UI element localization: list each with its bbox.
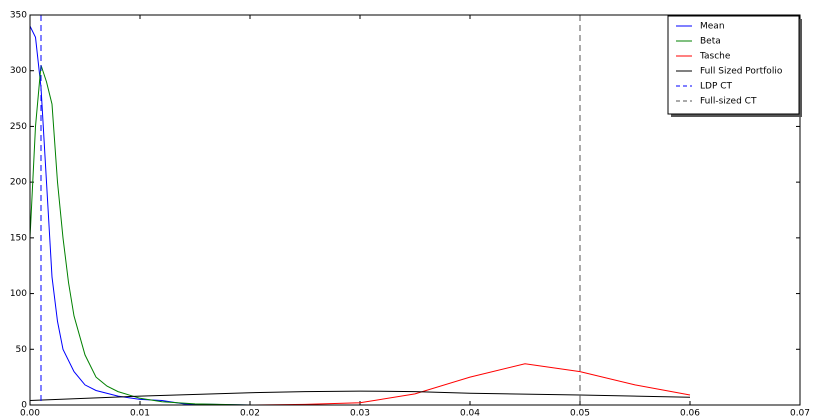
data-line <box>30 25 690 405</box>
y-tick-label: 50 <box>16 345 28 355</box>
x-tick-label: 0.06 <box>680 409 700 419</box>
legend-label: Full Sized Portfolio <box>700 67 783 77</box>
y-tick-label: 0 <box>21 401 27 411</box>
legend-label: Mean <box>700 22 725 32</box>
x-tick-label: 0.00 <box>20 409 40 419</box>
y-tick-label: 150 <box>10 233 27 243</box>
y-tick-label: 100 <box>10 289 27 299</box>
legend-label: Tasche <box>699 52 731 62</box>
y-tick-label: 350 <box>10 11 27 21</box>
y-tick-label: 250 <box>10 122 27 132</box>
y-tick-label: 200 <box>10 178 27 188</box>
data-line <box>30 64 690 405</box>
x-tick-label: 0.05 <box>570 409 590 419</box>
data-line <box>30 390 691 401</box>
legend-label: Full-sized CT <box>700 97 757 107</box>
x-tick-label: 0.03 <box>350 409 370 419</box>
plot-frame <box>29 14 801 406</box>
legend-label: Beta <box>700 37 721 47</box>
legend-box <box>667 15 800 115</box>
y-tick-label: 300 <box>10 66 27 76</box>
x-tick-label: 0.04 <box>460 409 480 419</box>
legend-label: LDP CT <box>700 82 733 92</box>
x-tick-label: 0.07 <box>790 409 810 419</box>
x-tick-label: 0.02 <box>240 409 260 419</box>
x-tick-label: 0.01 <box>130 409 150 419</box>
